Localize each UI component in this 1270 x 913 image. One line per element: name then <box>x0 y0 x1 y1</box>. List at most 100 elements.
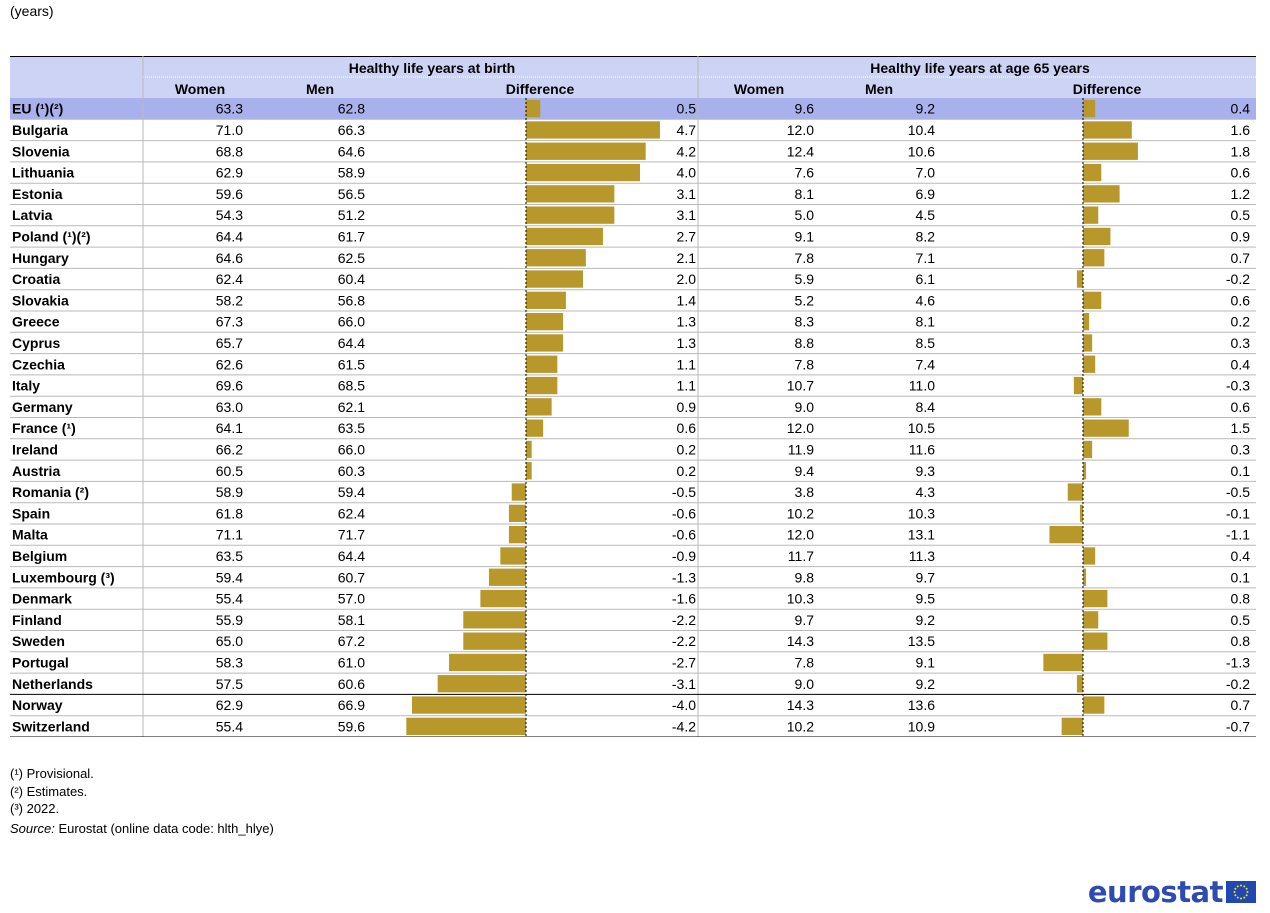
bar-birth-difference <box>526 355 558 373</box>
row-label: Hungary <box>12 250 69 266</box>
cell-age65-women: 12.0 <box>787 420 814 436</box>
bar-age65-difference <box>1083 547 1096 565</box>
bar-age65-difference <box>1083 419 1129 437</box>
flag-star-icon <box>1233 891 1236 893</box>
bar-birth-difference <box>526 185 615 203</box>
bar-birth-difference <box>508 526 526 544</box>
cell-birth-difference: 3.1 <box>677 207 697 223</box>
table-chart-svg: Healthy life years at birth Healthy life… <box>10 56 1256 737</box>
row-label: Estonia <box>12 186 63 202</box>
cell-birth-women: 58.2 <box>216 292 243 308</box>
bar-age65-difference <box>1083 291 1102 309</box>
cell-age65-difference: 0.4 <box>1231 548 1251 564</box>
cell-age65-difference: 0.5 <box>1231 612 1251 628</box>
bar-age65-difference <box>1061 717 1083 735</box>
cell-birth-difference: -0.9 <box>672 548 696 564</box>
cell-birth-difference: -0.6 <box>672 527 696 543</box>
cell-birth-men: 56.8 <box>338 292 365 308</box>
bar-age65-difference <box>1083 398 1102 416</box>
row-label: Croatia <box>12 271 60 287</box>
cell-birth-men: 57.0 <box>338 591 365 607</box>
cell-age65-women: 12.0 <box>787 122 814 138</box>
row-label: Ireland <box>12 441 58 457</box>
cell-birth-men: 58.9 <box>338 165 365 181</box>
col-header-birth-difference: Difference <box>506 81 575 97</box>
bar-age65-difference <box>1083 121 1132 139</box>
cell-birth-men: 62.1 <box>338 399 365 415</box>
cell-age65-difference: 0.6 <box>1231 165 1251 181</box>
bar-birth-difference <box>406 717 526 735</box>
cell-age65-difference: -0.5 <box>1226 484 1250 500</box>
bar-age65-difference <box>1083 142 1138 160</box>
cell-birth-difference: 1.3 <box>677 314 697 330</box>
row-label: Finland <box>12 612 62 628</box>
cell-birth-difference: 1.4 <box>677 292 697 308</box>
cell-birth-difference: -1.6 <box>672 591 696 607</box>
cell-birth-men: 67.2 <box>338 633 365 649</box>
bar-birth-difference <box>526 163 640 182</box>
cell-age65-difference: -0.2 <box>1226 676 1250 692</box>
cell-age65-difference: -0.7 <box>1226 718 1250 734</box>
row-label: Germany <box>12 399 73 415</box>
cell-birth-men: 60.6 <box>338 676 365 692</box>
cell-age65-men: 7.4 <box>916 356 936 372</box>
row-label: Spain <box>12 505 50 521</box>
flag-star-icon <box>1245 887 1248 890</box>
cell-birth-women: 62.9 <box>216 165 243 181</box>
flag-star-icon <box>1240 897 1242 900</box>
cell-birth-men: 64.6 <box>338 143 365 159</box>
cell-age65-difference: 0.8 <box>1231 591 1251 607</box>
footnote-provisional: (¹) Provisional. <box>10 766 94 781</box>
cell-birth-men: 66.9 <box>338 697 365 713</box>
cell-birth-women: 71.1 <box>216 527 243 543</box>
cell-birth-women: 57.5 <box>216 676 243 692</box>
cell-age65-women: 7.8 <box>795 654 815 670</box>
flag-star-icon <box>1243 896 1246 899</box>
cell-birth-difference: -3.1 <box>672 676 696 692</box>
cell-birth-women: 55.9 <box>216 612 243 628</box>
bar-age65-difference <box>1043 653 1083 672</box>
cell-birth-difference: 2.7 <box>677 228 697 244</box>
cell-birth-difference: 0.2 <box>677 463 697 479</box>
cell-age65-difference: 0.4 <box>1231 101 1251 117</box>
bar-age65-difference <box>1076 270 1083 288</box>
cell-birth-men: 68.5 <box>338 378 365 394</box>
cell-birth-difference: 4.2 <box>677 143 697 159</box>
bar-birth-difference <box>449 653 526 672</box>
cell-age65-men: 10.5 <box>908 420 935 436</box>
row-label: Luxembourg (³) <box>12 569 115 585</box>
bar-birth-difference <box>526 398 552 416</box>
cell-age65-difference: -0.3 <box>1226 378 1250 394</box>
cell-birth-women: 62.6 <box>216 356 243 372</box>
cell-birth-men: 60.4 <box>338 271 365 287</box>
cell-age65-difference: 0.6 <box>1231 399 1251 415</box>
cell-age65-men: 10.4 <box>908 122 935 138</box>
cell-age65-difference: 0.2 <box>1231 314 1251 330</box>
cell-age65-difference: 1.5 <box>1231 420 1251 436</box>
bar-birth-difference <box>526 249 586 267</box>
cell-age65-difference: -1.3 <box>1226 654 1250 670</box>
flag-star-icon <box>1236 885 1239 888</box>
cell-birth-women: 66.2 <box>216 441 243 457</box>
row-label: Cyprus <box>12 335 60 351</box>
cell-birth-difference: 0.2 <box>677 441 697 457</box>
cell-birth-difference: -2.7 <box>672 654 696 670</box>
cell-age65-women: 8.1 <box>795 186 815 202</box>
cell-age65-men: 9.2 <box>916 612 936 628</box>
cell-birth-women: 68.8 <box>216 143 243 159</box>
cell-age65-difference: 0.1 <box>1231 463 1251 479</box>
cell-birth-women: 67.3 <box>216 314 243 330</box>
row-label: Portugal <box>12 654 69 670</box>
cell-birth-women: 63.3 <box>216 101 243 117</box>
cell-birth-difference: 4.7 <box>677 122 697 138</box>
cell-age65-men: 8.1 <box>916 314 936 330</box>
cell-age65-men: 9.3 <box>916 463 936 479</box>
row-label: EU (¹)(²) <box>12 101 63 117</box>
row-label: Slovakia <box>12 292 69 308</box>
cell-birth-women: 64.4 <box>216 228 243 244</box>
bar-birth-difference <box>526 334 564 352</box>
cell-birth-difference: -0.5 <box>672 484 696 500</box>
bar-birth-difference <box>488 568 526 586</box>
cell-age65-women: 9.6 <box>795 101 815 117</box>
cell-age65-women: 9.4 <box>795 463 815 479</box>
